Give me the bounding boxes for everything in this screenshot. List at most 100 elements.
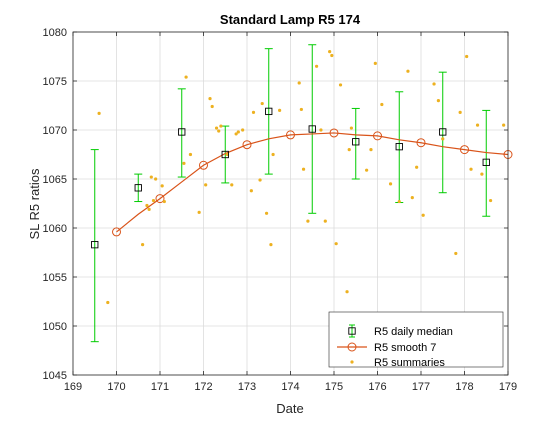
summary-point [319,128,323,132]
y-tick-label: 1060 [43,223,67,235]
smooth-marker [416,138,426,148]
y-tick-label: 1050 [43,321,67,333]
legend-entries: R5 daily median R5 smooth 7 R5 summaries [337,324,453,369]
summary-point [415,165,419,169]
x-tick-label: 178 [455,381,473,393]
summary-point [214,126,219,130]
summary-point [441,137,445,141]
summary-point [397,199,401,204]
summary-point [454,251,458,256]
summary-point [160,184,164,188]
summary-point [369,148,373,152]
summary-point [264,211,269,215]
summary-point [465,54,469,59]
x-tick-label: 169 [64,381,82,393]
median-marker [91,241,99,249]
legend-box [328,311,504,368]
summary-point [502,123,506,127]
summary-point [345,290,349,294]
y-tick-label: 1075 [43,76,67,88]
summary-point [149,175,153,179]
summary-point [458,110,462,114]
summary-point [271,152,275,157]
summary-point [380,102,384,107]
median-marker [308,125,316,133]
smooth-marker [112,227,121,237]
summary-point [188,152,193,157]
summary-point [323,219,327,223]
summary-point [234,132,238,136]
summary-points [97,50,506,327]
summary-point [436,99,440,103]
summary-point [204,183,208,187]
y-tick-label: 1045 [43,370,67,382]
x-axis-label: Date [276,401,303,416]
summary-point [347,148,351,152]
summary-point [184,75,188,79]
smooth-line [116,132,509,233]
x-tick-label: 170 [107,381,125,393]
summary-point [162,199,166,204]
smooth-marker [242,140,252,150]
y-tick-label: 1070 [43,125,67,137]
summary-point [251,110,256,114]
summary-point [278,108,282,112]
x-tick-label: 172 [194,381,212,393]
summary-point [145,203,149,208]
summary-point [406,69,410,73]
x-tick-label: 171 [151,381,169,393]
legend-summary-marker [350,360,354,364]
smooth-marker [155,194,165,204]
smooth-marker [329,128,339,138]
summary-point [217,129,221,133]
summary-point [210,104,214,109]
y-tick-label: 1065 [43,174,67,186]
x-tick-label: 174 [281,381,299,393]
summary-point [219,124,223,128]
legend-label-median: R5 daily median [374,326,453,338]
summary-point [97,111,101,115]
summary-point [241,128,245,132]
summary-point [373,61,377,65]
legend-label-summaries: R5 summaries [374,357,445,369]
y-tick-label: 1080 [43,27,67,39]
summary-point [230,183,234,187]
summary-point [480,172,484,176]
summary-point [208,97,212,101]
summary-point [182,161,186,165]
summary-point [432,82,436,86]
x-tick-label: 179 [499,381,517,393]
summary-point [421,213,425,217]
legend-median-marker [348,327,356,335]
y-axis-label: SL R5 ratios [27,168,42,240]
smooth-marker [373,131,382,141]
median-marker [352,138,360,146]
summary-point [197,210,201,214]
legend-label-smooth: R5 smooth 7 [374,342,436,354]
x-tick-label: 175 [325,381,343,393]
y-tick-label: 1055 [43,272,67,284]
median-marker [265,107,273,116]
summary-point [301,167,306,171]
summary-point [258,178,262,182]
summary-point [297,81,301,85]
median-marker [482,158,490,166]
median-marker [178,128,186,136]
summary-point [147,207,151,211]
summary-point [141,243,145,247]
summary-point [151,198,156,203]
summary-point [410,196,414,200]
median-marker [439,128,447,136]
summary-point [260,101,264,106]
summary-point [236,130,240,134]
summary-point [489,198,493,203]
summary-point [106,300,110,305]
summary-point [469,167,473,171]
smooth-marker [460,145,469,155]
summary-point [365,168,369,172]
summary-point [328,50,332,54]
summary-point [299,107,303,112]
x-tick-label: 176 [368,381,386,393]
